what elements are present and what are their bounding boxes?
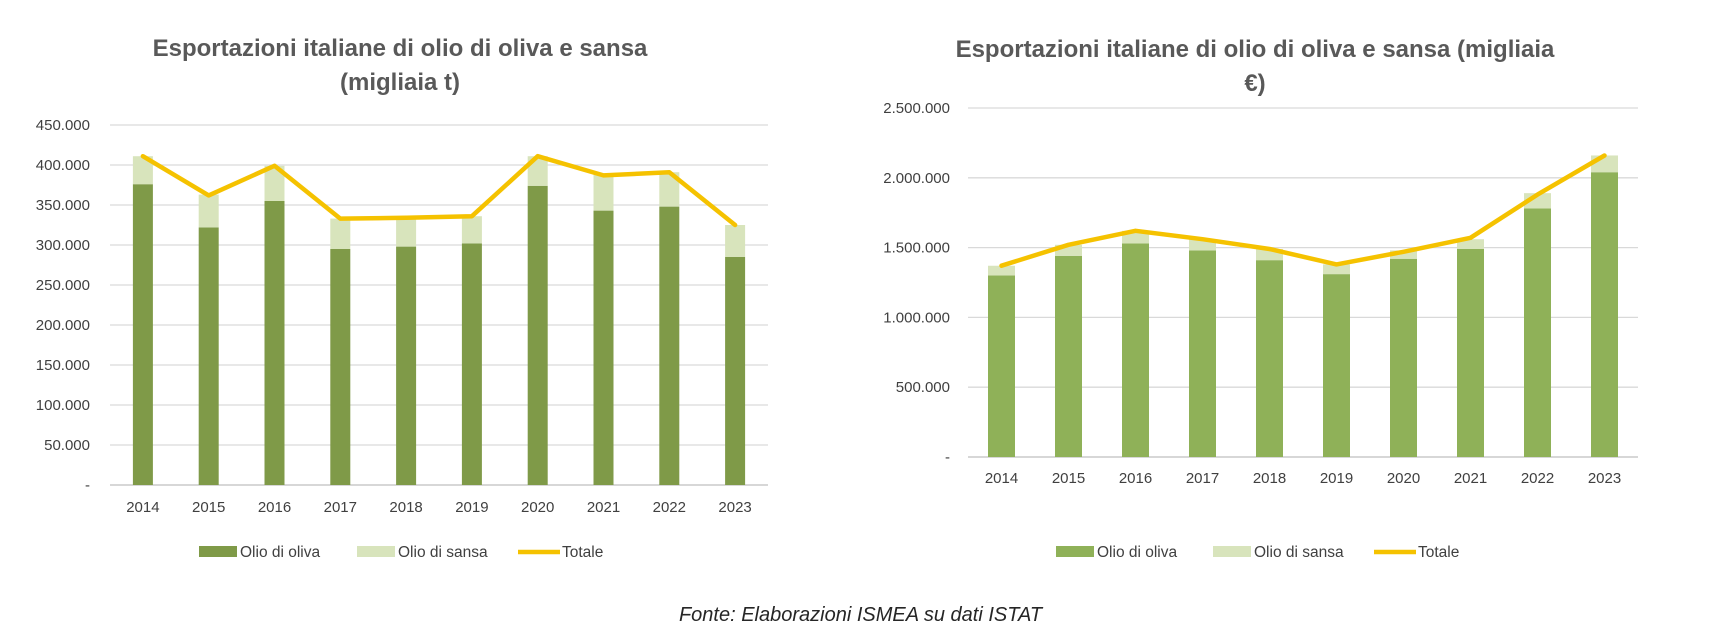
bar-olio-di-oliva xyxy=(264,201,285,485)
bar-olio-di-oliva xyxy=(1524,208,1551,457)
bar-olio-di-oliva xyxy=(593,210,614,485)
bar-olio-di-sansa xyxy=(461,216,482,244)
x-tick-label: 2015 xyxy=(192,499,225,516)
y-tick-label: 2.500.000 xyxy=(883,100,950,117)
bar-olio-di-sansa xyxy=(1457,239,1484,249)
x-tick-label: 2023 xyxy=(718,499,751,516)
y-tick-label: 300.000 xyxy=(36,237,90,254)
y-tick-label: 400.000 xyxy=(36,157,90,174)
bar-olio-di-oliva xyxy=(1189,250,1216,457)
source-note: Fonte: Elaborazioni ISMEA su dati ISTAT xyxy=(678,604,1043,626)
bar-olio-di-sansa xyxy=(1390,250,1417,259)
x-tick-label: 2022 xyxy=(653,499,686,516)
bar-olio-di-sansa xyxy=(1189,239,1216,251)
bar-olio-di-sansa xyxy=(264,165,285,201)
chart-title-line: €) xyxy=(1244,70,1265,97)
line-totale xyxy=(999,153,1607,268)
x-tick-label: 2020 xyxy=(1387,470,1420,487)
y-tick-label: 1.000.000 xyxy=(883,309,950,326)
y-tick-label: 100.000 xyxy=(36,397,90,414)
bar-olio-di-oliva xyxy=(1457,248,1484,457)
x-tick-label: 2017 xyxy=(324,499,357,516)
y-tick-label: - xyxy=(945,449,950,466)
bar-olio-di-oliva xyxy=(527,185,548,486)
x-tick-label: 2015 xyxy=(1052,470,1085,487)
bar-olio-di-oliva xyxy=(461,243,482,485)
bar-olio-di-sansa xyxy=(1256,248,1283,261)
line-totale xyxy=(140,153,738,228)
x-tick-label: 2020 xyxy=(521,499,554,516)
chart-valore: Esportazioni italiane di olio di oliva e… xyxy=(883,36,1638,561)
chart-quantita: Esportazioni italiane di olio di oliva e… xyxy=(36,35,768,561)
y-tick-label: 2.000.000 xyxy=(883,170,950,187)
x-tick-label: 2016 xyxy=(1119,470,1152,487)
bar-olio-di-oliva xyxy=(1390,258,1417,457)
x-tick-label: 2014 xyxy=(126,499,159,516)
y-tick-label: 200.000 xyxy=(36,317,90,334)
bar-olio-di-sansa xyxy=(330,218,351,249)
legend-label-olio-di-sansa: Olio di sansa xyxy=(398,544,488,561)
x-tick-label: 2021 xyxy=(587,499,620,516)
x-tick-label: 2016 xyxy=(258,499,291,516)
y-tick-label: 250.000 xyxy=(36,277,90,294)
bar-olio-di-oliva xyxy=(396,246,417,485)
bar-olio-di-sansa xyxy=(593,174,614,211)
y-tick-label: 500.000 xyxy=(896,379,950,396)
legend-label-totale: Totale xyxy=(562,544,603,561)
x-tick-label: 2021 xyxy=(1454,470,1487,487)
bar-olio-di-sansa xyxy=(725,225,746,257)
legend-swatch-olio-di-sansa xyxy=(357,546,395,557)
legend-swatch-olio-di-oliva xyxy=(1056,546,1094,557)
x-tick-label: 2019 xyxy=(455,499,488,516)
bar-olio-di-sansa xyxy=(132,156,153,185)
bar-olio-di-oliva xyxy=(198,227,219,485)
bar-olio-di-oliva xyxy=(1055,255,1082,457)
legend-swatch-olio-di-oliva xyxy=(199,546,237,557)
x-tick-label: 2017 xyxy=(1186,470,1219,487)
y-tick-label: - xyxy=(85,477,90,494)
bar-olio-di-sansa xyxy=(1055,244,1082,256)
chart-title-line: Esportazioni italiane di olio di oliva e… xyxy=(153,35,648,62)
bar-olio-di-sansa xyxy=(988,265,1015,276)
bar-olio-di-oliva xyxy=(1122,243,1149,457)
y-tick-label: 1.500.000 xyxy=(883,240,950,257)
legend-swatch-olio-di-sansa xyxy=(1213,546,1251,557)
bar-olio-di-oliva xyxy=(330,249,351,485)
x-tick-label: 2019 xyxy=(1320,470,1353,487)
bar-olio-di-sansa xyxy=(198,194,219,228)
y-tick-label: 450.000 xyxy=(36,117,90,134)
y-tick-label: 50.000 xyxy=(44,437,90,454)
bar-olio-di-oliva xyxy=(1591,172,1618,457)
bar-olio-di-sansa xyxy=(659,172,680,207)
legend-label-olio-di-sansa: Olio di sansa xyxy=(1254,544,1344,561)
bar-olio-di-sansa xyxy=(1323,264,1350,275)
bar-olio-di-sansa xyxy=(396,217,417,247)
legend-label-olio-di-oliva: Olio di oliva xyxy=(240,544,320,561)
x-tick-label: 2023 xyxy=(1588,470,1621,487)
x-tick-label: 2018 xyxy=(389,499,422,516)
y-tick-label: 150.000 xyxy=(36,357,90,374)
y-tick-label: 350.000 xyxy=(36,197,90,214)
chart-title-line: Esportazioni italiane di olio di oliva e… xyxy=(956,36,1555,63)
chart-title-line: (migliaia t) xyxy=(340,69,460,96)
bar-olio-di-oliva xyxy=(988,275,1015,457)
bar-olio-di-oliva xyxy=(1323,274,1350,457)
x-tick-label: 2018 xyxy=(1253,470,1286,487)
x-tick-label: 2022 xyxy=(1521,470,1554,487)
legend-label-olio-di-oliva: Olio di oliva xyxy=(1097,544,1177,561)
bar-olio-di-oliva xyxy=(659,206,680,485)
bar-olio-di-oliva xyxy=(1256,260,1283,457)
bar-olio-di-oliva xyxy=(132,184,153,485)
bar-olio-di-oliva xyxy=(725,257,746,485)
x-tick-label: 2014 xyxy=(985,470,1018,487)
legend-label-totale: Totale xyxy=(1418,544,1459,561)
